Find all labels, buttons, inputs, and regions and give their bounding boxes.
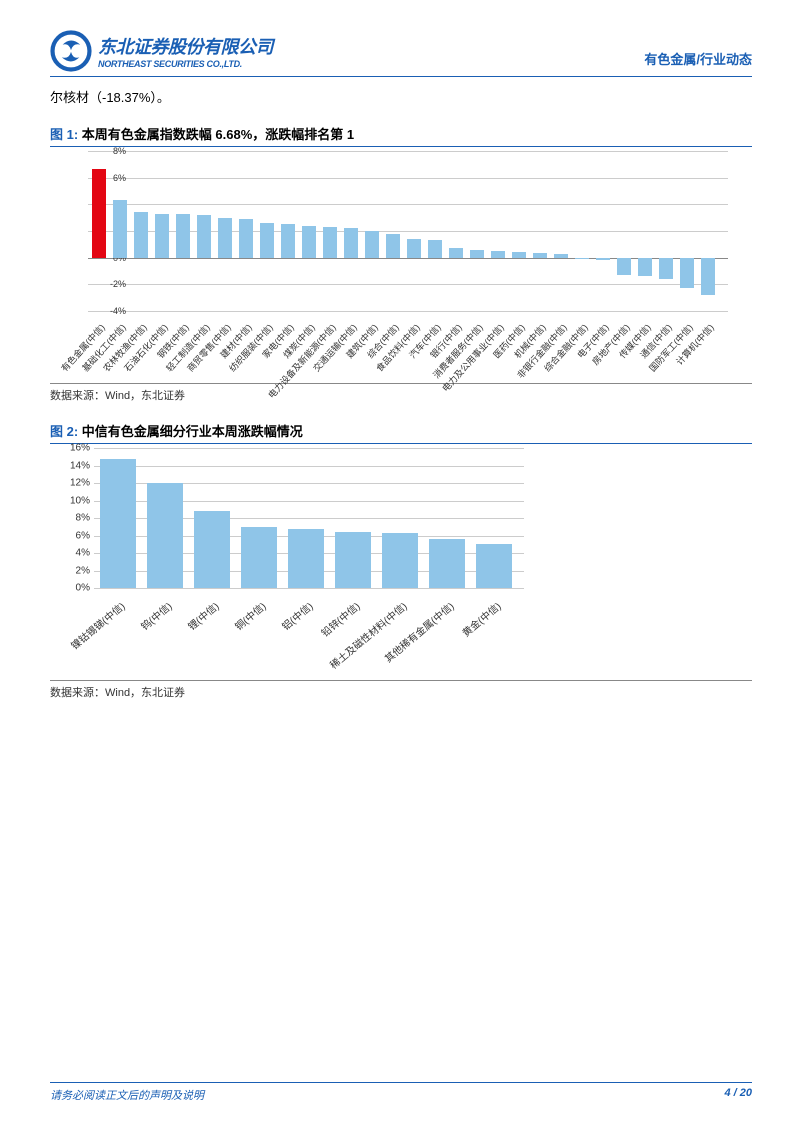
chart2-bar: [241, 527, 277, 588]
chart1-bar: [134, 212, 148, 257]
chart2-y-tick-label: 14%: [70, 460, 90, 471]
chart2-y-tick-label: 8%: [76, 513, 90, 524]
chart2-bar: [335, 532, 371, 588]
chart2-x-tick-label: 铜(中信): [231, 598, 269, 633]
chart2-y-tick-label: 2%: [76, 565, 90, 576]
chart2-x-tick-label: 钨(中信): [137, 598, 175, 633]
chart2-x-tick-label: 锂(中信): [184, 598, 222, 633]
chart1-y-tick-label: -4%: [110, 306, 126, 316]
chart1-bar: [386, 234, 400, 258]
figure-1-source: 数据来源：Wind，东北证券: [50, 383, 752, 403]
chart1-bar: [92, 169, 106, 258]
chart2-bar: [476, 544, 512, 588]
chart1-gridline: [88, 151, 728, 152]
chart2-gridline: [94, 448, 524, 449]
chart2-y-tick-label: 12%: [70, 478, 90, 489]
chart1-bar: [533, 253, 547, 258]
chart1-bar: [176, 214, 190, 258]
chart1-bar: [449, 248, 463, 257]
figure-2-chart: 0%2%4%6%8%10%12%14%16%镍钴锡锑(中信)钨(中信)锂(中信)…: [60, 448, 560, 678]
figure-2-title: 图 2: 中信有色金属细分行业本周涨跌幅情况: [50, 421, 752, 444]
chart1-bar: [596, 258, 610, 260]
chart2-bar: [382, 533, 418, 588]
chart2-y-tick-label: 16%: [70, 443, 90, 454]
company-name-en: NORTHEAST SECURITIES CO.,LTD.: [98, 59, 273, 69]
chart1-bar: [491, 251, 505, 258]
chart1-bar: [302, 226, 316, 258]
chart1-bar: [281, 224, 295, 257]
figure-2-prefix: 图 2:: [50, 424, 78, 439]
chart1-bar: [239, 219, 253, 258]
chart1-bar: [617, 258, 631, 275]
chart1-gridline: [88, 204, 728, 205]
chart1-bar: [470, 250, 484, 258]
chart2-x-tick-label: 黄金(中信): [458, 598, 503, 639]
chart1-bar: [512, 252, 526, 257]
chart2-bar: [429, 539, 465, 588]
chart1-bar: [638, 258, 652, 277]
chart2-gridline: [94, 466, 524, 467]
footer-note: 请务必阅读正文后的声明及说明: [50, 1087, 204, 1103]
logo-block: 东北证券股份有限公司 NORTHEAST SECURITIES CO.,LTD.: [50, 30, 273, 72]
page-footer: 请务必阅读正文后的声明及说明 4 / 20: [50, 1082, 752, 1103]
page-header: 东北证券股份有限公司 NORTHEAST SECURITIES CO.,LTD.…: [50, 30, 752, 77]
header-category: 有色金属/行业动态: [644, 49, 752, 72]
chart1-bar: [323, 227, 337, 258]
chart2-y-tick-label: 0%: [76, 583, 90, 594]
chart2-y-tick-label: 6%: [76, 530, 90, 541]
chart1-gridline: [88, 311, 728, 312]
chart1-bar: [365, 231, 379, 258]
chart1-bar: [680, 258, 694, 289]
chart2-gridline: [94, 588, 524, 589]
chart1-bar: [407, 239, 421, 258]
chart1-bar: [113, 200, 127, 257]
figure-2-source: 数据来源：Wind，东北证券: [50, 680, 752, 700]
chart1-bar: [155, 214, 169, 258]
company-logo-icon: [50, 30, 92, 72]
chart2-x-tick-label: 镍钴锡锑(中信): [67, 598, 128, 652]
page-number: 4 / 20: [724, 1087, 752, 1103]
chart1-y-tick-label: -2%: [110, 279, 126, 289]
company-name-cn: 东北证券股份有限公司: [98, 33, 273, 59]
figure-1-prefix: 图 1:: [50, 127, 78, 142]
chart2-bar: [194, 511, 230, 588]
chart1-bar: [554, 254, 568, 258]
chart1-y-tick-label: 6%: [113, 173, 126, 183]
chart2-bar: [100, 459, 136, 589]
chart1-bar: [197, 215, 211, 258]
body-text-fragment: 尔核材（-18.37%）。: [50, 87, 752, 106]
chart2-y-tick-label: 4%: [76, 548, 90, 559]
chart1-bar: [659, 258, 673, 279]
figure-1-chart: -4%-2%0%2%4%6%8%有色金属(中信)基础化工(中信)农林牧渔(中信)…: [60, 151, 740, 381]
chart2-y-tick-label: 10%: [70, 495, 90, 506]
chart2-x-tick-label: 铝(中信): [278, 598, 316, 633]
chart1-bar: [218, 218, 232, 258]
chart1-gridline: [88, 178, 728, 179]
chart1-bar: [428, 240, 442, 257]
chart1-y-tick-label: 8%: [113, 146, 126, 156]
chart1-gridline: [88, 284, 728, 285]
figure-2-caption: 中信有色金属细分行业本周涨跌幅情况: [78, 424, 303, 439]
figure-1-caption: 本周有色金属指数跌幅 6.68%，涨跌幅排名第 1: [78, 127, 354, 142]
figure-1-title: 图 1: 本周有色金属指数跌幅 6.68%，涨跌幅排名第 1: [50, 124, 752, 147]
chart1-bar: [701, 258, 715, 295]
chart2-bar: [288, 529, 324, 589]
chart1-baseline: [88, 258, 728, 259]
chart2-bar: [147, 483, 183, 588]
chart1-bar: [344, 228, 358, 257]
chart1-bar: [260, 223, 274, 258]
chart1-bar: [575, 258, 589, 259]
